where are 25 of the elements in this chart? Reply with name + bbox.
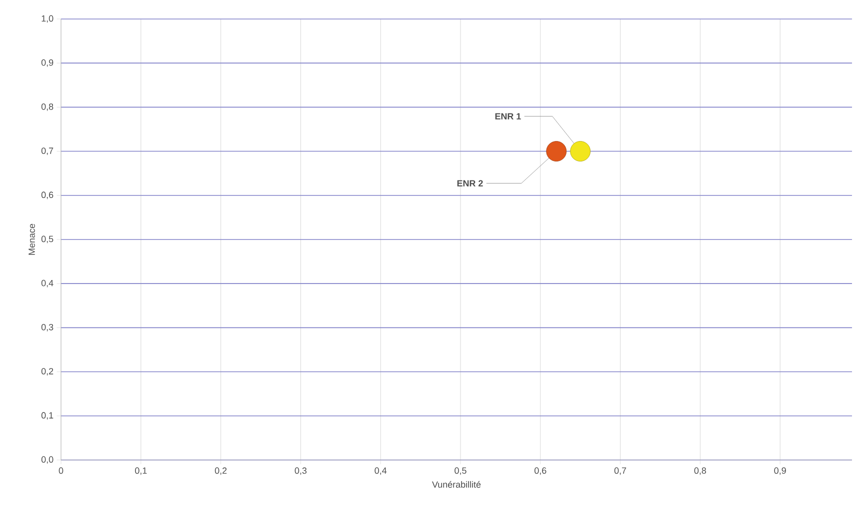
text: ENR 2	[457, 180, 483, 186]
y-tick-label: 0,2	[41, 368, 54, 376]
x-tick-label: 0,5	[454, 467, 466, 475]
y-tick-label: 0,6	[41, 192, 54, 200]
x-tick-label: 0,9	[774, 467, 786, 475]
y-tick-label: 0,0	[41, 456, 54, 464]
y-tick-label: 0,8	[41, 103, 54, 111]
x-tick-label: 0,3	[294, 467, 307, 475]
y-tick-label: 1,0	[42, 15, 54, 23]
y-tick-label: 0,5	[41, 236, 54, 244]
x-tick-label: 0,4	[374, 467, 387, 475]
y-axis-title: Menace	[28, 224, 35, 255]
y-tick-label: 0,9	[41, 59, 54, 67]
y-tick-label: 0,4	[41, 280, 54, 288]
x-tick-label: 0,1	[135, 467, 147, 475]
x-axis-title: Vunérabillité	[432, 481, 481, 488]
y-tick-label: 0,1	[41, 412, 54, 420]
y-tick-label: 0,3	[41, 324, 54, 332]
x-tick-label: 0,2	[214, 467, 227, 475]
x-tick-label: 0,8	[694, 467, 706, 475]
text: ENR 1	[495, 113, 521, 120]
y-tick-label: 0,7	[41, 148, 54, 155]
x-tick-label: 0,7	[614, 467, 626, 475]
x-tick-label: 0,6	[534, 467, 546, 475]
x-tick-label: 0	[58, 467, 64, 474]
